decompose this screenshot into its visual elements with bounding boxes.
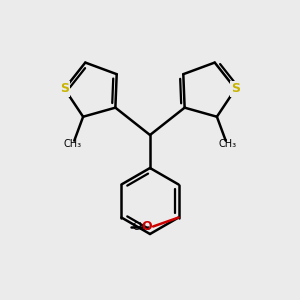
Text: CH₃: CH₃ [218, 139, 236, 149]
Text: O: O [141, 220, 152, 233]
Text: CH₃: CH₃ [132, 221, 150, 232]
Text: S: S [231, 82, 240, 95]
Text: S: S [60, 82, 69, 95]
Text: CH₃: CH₃ [64, 139, 82, 149]
